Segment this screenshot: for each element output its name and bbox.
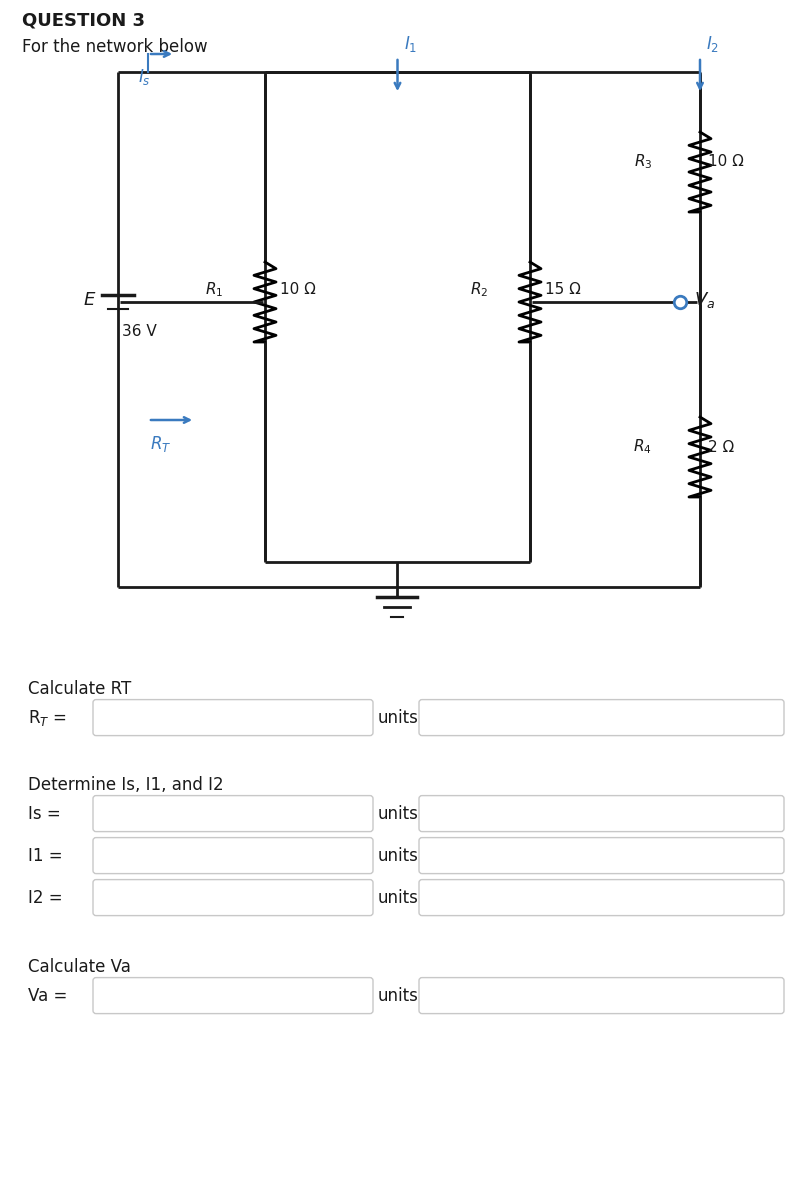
Text: units: units bbox=[378, 888, 419, 907]
Text: For the network below: For the network below bbox=[22, 38, 208, 56]
Text: $I_2$: $I_2$ bbox=[706, 34, 719, 54]
Text: Calculate RT: Calculate RT bbox=[28, 679, 131, 697]
Text: $E$: $E$ bbox=[83, 290, 96, 308]
Text: Calculate Va: Calculate Va bbox=[28, 958, 131, 976]
Text: QUESTION 3: QUESTION 3 bbox=[22, 12, 145, 30]
Text: I1 =: I1 = bbox=[28, 847, 62, 864]
FancyBboxPatch shape bbox=[419, 978, 784, 1014]
Text: $V_a$: $V_a$ bbox=[694, 290, 715, 310]
Text: $I_s$: $I_s$ bbox=[138, 67, 150, 86]
Text: units: units bbox=[378, 804, 419, 823]
Text: 10 Ω: 10 Ω bbox=[280, 282, 316, 298]
Text: $I_1$: $I_1$ bbox=[404, 34, 417, 54]
Text: $R_T$: $R_T$ bbox=[150, 434, 172, 454]
Text: Va =: Va = bbox=[28, 986, 67, 1004]
Text: $R_2$: $R_2$ bbox=[470, 281, 488, 299]
Text: units: units bbox=[378, 986, 419, 1004]
FancyBboxPatch shape bbox=[419, 880, 784, 916]
Text: $R_1$: $R_1$ bbox=[205, 281, 223, 299]
Text: units: units bbox=[378, 847, 419, 864]
Text: Is =: Is = bbox=[28, 804, 61, 823]
FancyBboxPatch shape bbox=[93, 978, 373, 1014]
Text: 15 Ω: 15 Ω bbox=[545, 282, 581, 298]
FancyBboxPatch shape bbox=[419, 700, 784, 736]
Text: R$_T$ =: R$_T$ = bbox=[28, 708, 67, 727]
FancyBboxPatch shape bbox=[93, 838, 373, 874]
FancyBboxPatch shape bbox=[93, 700, 373, 736]
Text: 10 Ω: 10 Ω bbox=[708, 155, 743, 169]
FancyBboxPatch shape bbox=[419, 838, 784, 874]
Text: 2 Ω: 2 Ω bbox=[708, 439, 735, 455]
FancyBboxPatch shape bbox=[93, 796, 373, 832]
FancyBboxPatch shape bbox=[419, 796, 784, 832]
Text: I2 =: I2 = bbox=[28, 888, 62, 907]
Text: $R_3$: $R_3$ bbox=[633, 152, 652, 172]
Text: $R_4$: $R_4$ bbox=[633, 438, 652, 456]
FancyBboxPatch shape bbox=[93, 880, 373, 916]
Text: Determine Is, I1, and I2: Determine Is, I1, and I2 bbox=[28, 775, 223, 793]
Text: units: units bbox=[378, 708, 419, 726]
Text: 36 V: 36 V bbox=[122, 324, 157, 338]
